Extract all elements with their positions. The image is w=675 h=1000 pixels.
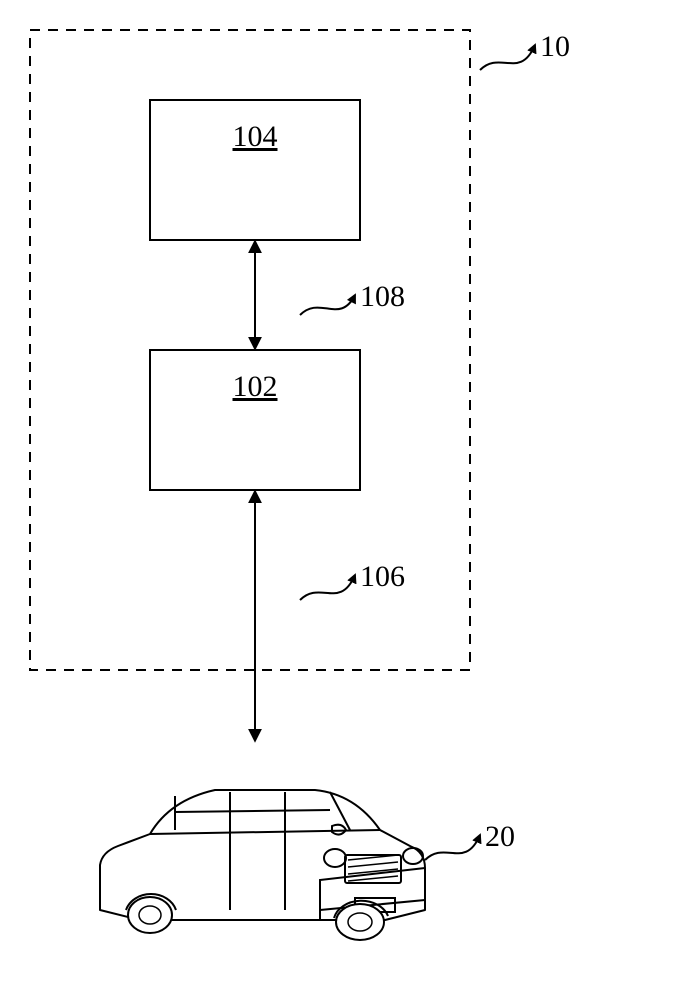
ref-106-label: 106	[360, 560, 405, 594]
leader-106	[300, 575, 355, 600]
leader-20	[425, 835, 480, 860]
ref-10-label: 10	[540, 30, 570, 64]
leader-108	[300, 295, 355, 315]
ref-108-label: 108	[360, 280, 405, 314]
block-102-label: 102	[233, 370, 278, 404]
car-drawing	[100, 790, 425, 940]
block-104-label: 104	[233, 120, 278, 154]
svg-layer	[0, 0, 675, 1000]
leader-10	[480, 45, 535, 70]
diagram-canvas: 104 102 10 108 106 20	[0, 0, 675, 1000]
ref-20-label: 20	[485, 820, 515, 854]
